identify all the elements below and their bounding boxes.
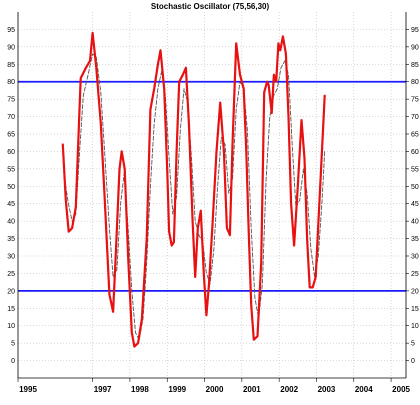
y-tick-label-left: 20 [7,288,15,295]
x-tick-label: 1995 [19,385,37,394]
x-tick-label: 1997 [94,385,112,394]
y-tick-label-right: 20 [411,288,419,295]
y-tick-label-left: 65 [7,132,15,139]
y-tick-label-right: 35 [411,236,419,243]
y-tick-label-left: 75 [7,97,15,104]
y-tick-label-right: 15 [411,306,419,313]
y-tick-label-left: 0 [11,358,15,365]
y-tick-label-right: 70 [411,114,419,121]
y-tick-label-left: 80 [7,79,15,86]
y-tick-label-left: 35 [7,236,15,243]
y-tick-label-right: 95 [411,27,419,34]
x-tick-label: 2002 [280,385,298,394]
y-tick-label-left: 95 [7,27,15,34]
y-tick-label-right: 40 [411,219,419,226]
y-tick-label-right: 5 [411,341,415,348]
y-tick-label-left: 60 [7,149,15,156]
y-tick-label-left: 10 [7,323,15,330]
chart-title: Stochastic Oscillator (75,56,30) [151,2,270,11]
x-tick-label: 2001 [243,385,261,394]
y-tick-label-right: 75 [411,97,419,104]
y-tick-label-right: 50 [411,184,419,191]
x-tick-label: 2003 [318,385,336,394]
y-tick-label-right: 25 [411,271,419,278]
y-tick-label-right: 30 [411,254,419,261]
y-tick-label-right: 60 [411,149,419,156]
y-tick-label-left: 55 [7,166,15,173]
x-tick-label: 2000 [206,385,224,394]
y-tick-label-left: 70 [7,114,15,121]
y-tick-label-left: 90 [7,44,15,51]
y-tick-label-right: 10 [411,323,419,330]
x-axis-ticks: 1995 1997 1998 1999 2000 2001 2002 2003 2004 2005 [17,378,411,394]
axes [17,12,407,379]
y-tick-label-left: 85 [7,62,15,69]
reference-lines [18,80,406,292]
y-tick-label-left: 50 [7,184,15,191]
stochastic-k-line [61,31,326,348]
y-axis-left-ticks: 0 5 10 15 20 25 30 35 40 45 50 55 60 65 70 75 80 85 90 95 [7,27,15,365]
x-tick-label: 2005 [392,385,410,394]
y-tick-label-right: 80 [411,79,419,86]
y-tick-label-left: 40 [7,219,15,226]
series-lines [61,31,326,348]
x-tick-label: 1998 [131,385,149,394]
y-tick-label-left: 30 [7,254,15,261]
y-tick-label-right: 0 [411,358,415,365]
y-tick-label-left: 5 [11,341,15,348]
y-tick-label-left: 25 [7,271,15,278]
y-tick-label-right: 65 [411,132,419,139]
y-tick-label-right: 55 [411,166,419,173]
y-tick-label-left: 45 [7,201,15,208]
x-tick-label: 2004 [355,385,373,394]
y-tick-label-right: 45 [411,201,419,208]
y-tick-label-right: 85 [411,62,419,69]
y-axis-right-ticks: 0 5 10 15 20 25 30 35 40 45 50 55 60 65 70 75 80 85 90 95 [406,27,419,365]
x-tick-label: 1999 [168,385,186,394]
y-tick-label-right: 90 [411,44,419,51]
y-tick-label-left: 15 [7,306,15,313]
